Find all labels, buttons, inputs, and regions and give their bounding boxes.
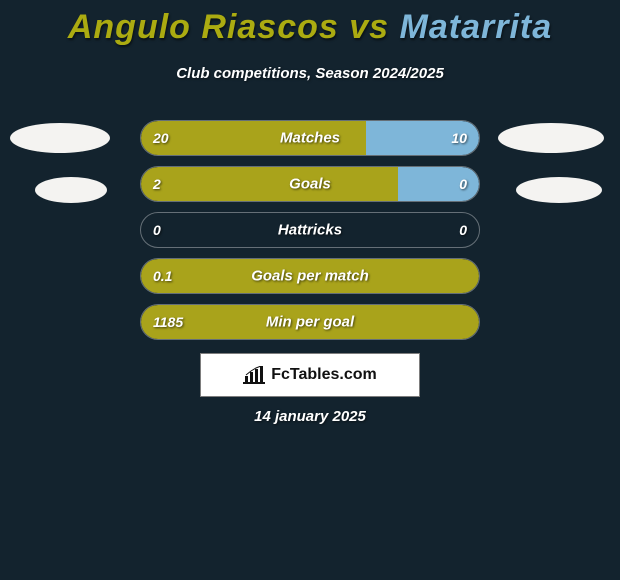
stat-row: Min per goal1185 xyxy=(140,304,480,340)
avatar xyxy=(516,177,602,203)
title-vs: vs xyxy=(339,8,400,46)
stat-value-player1: 0.1 xyxy=(153,268,172,284)
stat-label: Hattricks xyxy=(141,222,479,239)
stat-label: Min per goal xyxy=(141,314,479,331)
stat-row: Hattricks0 0 xyxy=(140,212,480,248)
avatar xyxy=(498,123,604,153)
stat-value-player2: 0 xyxy=(459,222,467,238)
stat-row: Goals per match0.1 xyxy=(140,258,480,294)
stat-label: Goals xyxy=(141,176,479,193)
date-label: 14 january 2025 xyxy=(0,408,620,425)
stat-value-player1: 0 xyxy=(153,222,161,238)
stat-label: Matches xyxy=(141,130,479,147)
comparison-chart: Matches2010Goals20Hattricks00Goals per m… xyxy=(140,120,480,350)
subtitle: Club competitions, Season 2024/2025 xyxy=(0,65,620,82)
stat-value-player1: 20 xyxy=(153,130,169,146)
logo-text: FcTables.com xyxy=(271,366,377,384)
stat-label: Goals per match xyxy=(141,268,479,285)
fctables-logo: FcTables.com xyxy=(200,353,420,397)
stat-value-player1: 2 xyxy=(153,176,161,192)
stat-value-player2: 0 xyxy=(459,176,467,192)
page-title: Angulo Riascos vs Matarrita xyxy=(0,0,620,47)
bar-chart-icon xyxy=(243,366,265,384)
title-player1: Angulo Riascos xyxy=(68,8,339,46)
avatar xyxy=(35,177,107,203)
stat-value-player2: 10 xyxy=(451,130,467,146)
stat-row: Matches20 10 xyxy=(140,120,480,156)
stat-value-player1: 1185 xyxy=(153,314,183,330)
avatar xyxy=(10,123,110,153)
stat-row: Goals2 0 xyxy=(140,166,480,202)
title-player2: Matarrita xyxy=(400,8,553,46)
